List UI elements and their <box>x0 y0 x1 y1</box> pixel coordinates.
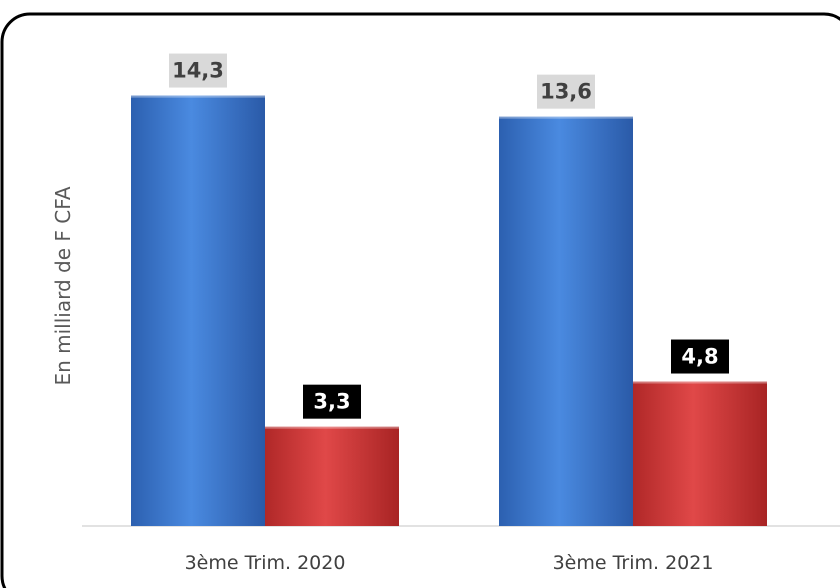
data-label-box <box>537 74 595 109</box>
data-label: 4,8 <box>681 345 718 369</box>
x-tick-label: 3ème Trim. 2021 <box>553 552 714 574</box>
data-label-box <box>169 53 227 88</box>
data-label-box <box>303 384 361 419</box>
bar-red-2 <box>633 381 767 526</box>
bar-blue-2 <box>499 116 633 526</box>
data-label-box <box>671 339 729 374</box>
data-label: 14,3 <box>172 59 224 83</box>
y-axis-label: En milliard de F CFA <box>51 186 75 385</box>
data-label: 3,3 <box>313 390 350 414</box>
bar-red-1 <box>265 426 399 526</box>
bars-layer: 14,3 3,3 13,6 4,8 <box>131 53 767 526</box>
bar-blue-1 <box>131 95 265 526</box>
data-label: 13,6 <box>540 80 592 104</box>
x-tick-label: 3ème Trim. 2020 <box>185 552 346 574</box>
